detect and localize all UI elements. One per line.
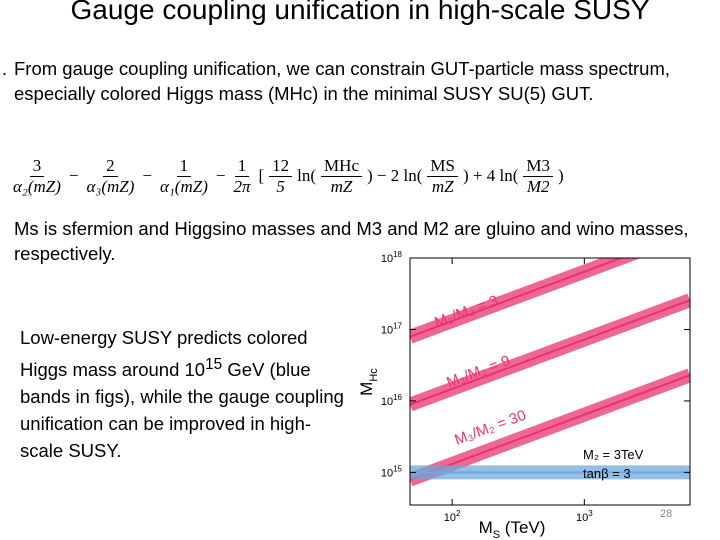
numerator: 1 <box>176 156 192 177</box>
tick-base: 10 <box>381 396 393 408</box>
tick-label: 1016 <box>381 393 403 408</box>
fraction: M3 M2 <box>523 156 553 197</box>
fraction: 3 α₂(mZ) <box>10 156 64 197</box>
text-box: Low-energy SUSY predicts colored Higgs m… <box>20 324 345 464</box>
tick-label: 103 <box>576 509 593 524</box>
equation-text: − <box>142 166 152 185</box>
bullet: . From gauge coupling unification, we ca… <box>2 56 704 106</box>
note: Ms is sfermion and Higgsino masses and M… <box>14 218 689 264</box>
numerator: 1 <box>234 156 250 177</box>
equation-text: [ <box>258 166 265 185</box>
numerator: MS <box>427 156 458 177</box>
tick-base: 10 <box>381 467 393 479</box>
numerator: MHc <box>321 156 362 177</box>
band-center-line <box>410 299 690 406</box>
denominator: mZ <box>330 176 353 196</box>
tick-base: 10 <box>381 324 393 336</box>
fraction: MHc mZ <box>321 156 362 197</box>
box-text: GeV (blue bands in figs), while the gaug… <box>20 359 344 462</box>
label-rest: (TeV) <box>500 518 545 537</box>
band-center-line <box>410 374 690 481</box>
slide-title: Gauge coupling unification in high-scale… <box>70 0 650 25</box>
fraction: 2 α₃(mZ) <box>83 156 137 197</box>
band-label: M₃/M₂ = 3 <box>432 292 500 331</box>
tick-base: 10 <box>576 512 588 524</box>
band-center-line <box>410 258 624 338</box>
box-sup: 15 <box>205 356 223 373</box>
denominator: α₃(mZ) <box>86 176 135 196</box>
box-text: Low-energy SUSY predicts colored Higgs m… <box>20 327 308 381</box>
denominator: α₂(mZ) <box>13 176 61 196</box>
tick-exponent: 18 <box>393 250 402 259</box>
plot-frame <box>409 257 691 506</box>
annotation: tanβ = 3 <box>583 466 631 481</box>
equation-text: − <box>215 166 226 185</box>
equation-text: − <box>68 166 79 185</box>
fraction: 1 2π <box>230 156 253 197</box>
denominator: 2π <box>233 176 251 196</box>
equation-text: ln( <box>297 166 317 185</box>
numerator: 2 <box>103 156 118 177</box>
denominator: α₁(mZ) <box>159 176 208 196</box>
tick-exponent: 3 <box>588 509 593 518</box>
annotation: M₂ = 3TeV <box>583 447 644 462</box>
tick-exponent: 2 <box>456 509 461 518</box>
numerator: M3 <box>523 156 553 177</box>
label-sub: Hc <box>368 368 380 382</box>
equation: 3 α₂(mZ) −2 α₃(mZ) −1 α₁(mZ) −1 2π[12 5 ln(MHc mZ)… <box>10 146 720 206</box>
fraction: 12 5 <box>269 156 293 197</box>
plot-area <box>410 258 690 487</box>
x-axis-label: MS (TeV) <box>479 518 546 540</box>
numerator: 3 <box>29 156 45 177</box>
label-main: M <box>357 382 376 396</box>
tick-exponent: 16 <box>393 393 402 402</box>
numerator: 12 <box>269 156 293 177</box>
tick-exponent: 17 <box>393 321 402 330</box>
fraction: MS mZ <box>427 156 458 197</box>
denominator: mZ <box>431 176 454 196</box>
tick-base: 10 <box>381 253 393 265</box>
fraction: 1 α₁(mZ) <box>157 156 211 197</box>
tick-base: 10 <box>444 512 456 524</box>
tick-label: 1018 <box>381 250 403 265</box>
y-axis-label: MHc <box>357 368 380 396</box>
tick-label: 102 <box>444 509 461 524</box>
equation-text: ) + 4 ln( <box>462 166 519 185</box>
label-main: M <box>479 518 493 537</box>
tick-label: 1017 <box>381 321 403 336</box>
label-sub: S <box>493 529 500 540</box>
denominator: M2 <box>526 176 550 196</box>
equation-text: ) <box>557 166 564 185</box>
tick-exponent: 15 <box>393 464 402 473</box>
bullet-marker: . <box>2 58 8 79</box>
page-number: 28 <box>660 508 673 520</box>
bullet-text: From gauge coupling unification, we can … <box>14 58 671 104</box>
denominator: 5 <box>276 176 285 196</box>
tick-label: 1015 <box>381 464 403 479</box>
equation-text: ) − 2 ln( <box>367 166 423 185</box>
